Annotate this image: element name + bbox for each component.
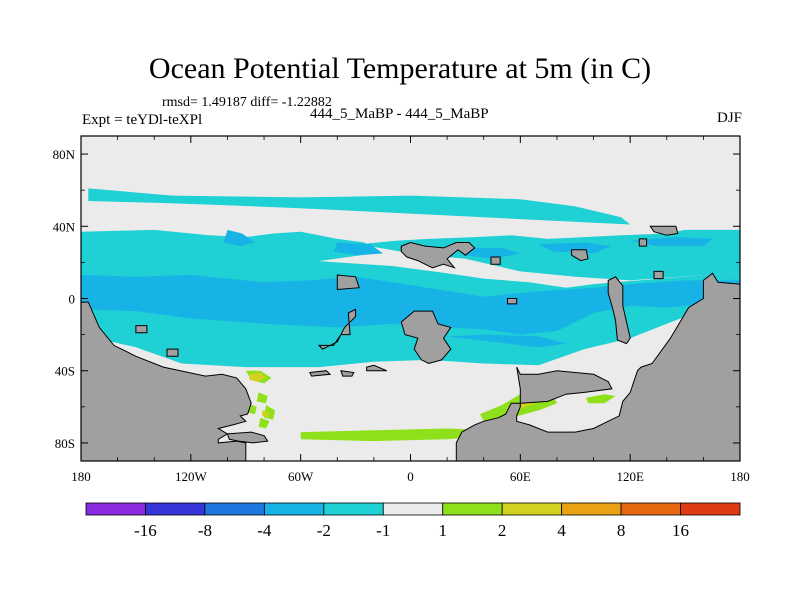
land-polygon-17 <box>166 348 179 357</box>
season-label: DJF <box>716 110 742 126</box>
colorbar-swatch <box>204 502 265 516</box>
land-polygon-2 <box>309 370 332 377</box>
experiment-label: Expt = teYDl-teXPl <box>82 112 203 128</box>
colorbar-swatch <box>263 502 325 516</box>
colorbar-swatch <box>323 502 384 516</box>
field-region-m2-0 <box>88 188 631 225</box>
land-polygon-12 <box>490 256 501 265</box>
colorbar-label: 1 <box>438 521 447 540</box>
field-region-m4-1 <box>223 229 255 247</box>
field-region-m4-2 <box>333 242 383 256</box>
axes: 180 120W 60W 0 60E 120E 180 80N 40N 0 40S 80S <box>53 136 750 484</box>
field-region-m2-1 <box>81 229 374 277</box>
field-region-1-7 <box>586 394 616 404</box>
colorbar-swatch <box>85 502 146 516</box>
field-region-m1-0 <box>260 428 268 436</box>
temperature-field <box>81 188 740 442</box>
stats-text: rmsd= 1.49187 diff= -1.22882 <box>162 95 332 110</box>
field-region-2-1 <box>262 410 270 418</box>
field-region-1-1 <box>256 392 268 404</box>
y-tick-label: 40N <box>53 219 76 234</box>
colorbar-label: -4 <box>257 521 272 540</box>
colorbar-label: -1 <box>376 521 390 540</box>
field-region-m4-6 <box>447 334 567 348</box>
land-mask <box>81 225 740 461</box>
land-polygon-1 <box>226 431 269 444</box>
land-polygon-8 <box>400 241 476 269</box>
field-region-2-0 <box>249 372 266 382</box>
land-polygon-3 <box>340 370 355 377</box>
land-polygon-13 <box>649 225 679 236</box>
x-tick-label: 180 <box>71 469 91 484</box>
colorbar-swatch <box>680 502 741 516</box>
field-region-m4-5 <box>630 237 713 247</box>
colorbar-swatch <box>382 502 444 516</box>
field-region-m4-7 <box>81 285 118 299</box>
colorbar-label: 16 <box>672 521 689 540</box>
x-tick-label: 60E <box>510 469 531 484</box>
land-polygon-16 <box>135 325 148 334</box>
land-polygon-11 <box>571 249 589 262</box>
x-tick-label: 180 <box>730 469 750 484</box>
y-tick-label: 40S <box>55 364 75 379</box>
field-region-m4-4 <box>538 242 612 254</box>
chart-title: Ocean Potential Temperature at 5m (in C) <box>148 52 652 85</box>
y-tick-label: 80S <box>55 436 75 451</box>
land-polygon-4 <box>366 364 387 372</box>
x-tick-label: 0 <box>407 469 414 484</box>
colorbar-label: 2 <box>498 521 507 540</box>
x-tick-label: 60W <box>288 469 314 484</box>
land-polygon-7 <box>400 310 452 365</box>
y-tick-label: 80N <box>53 147 76 162</box>
field-region-1-4 <box>258 417 270 429</box>
chart-subtitle: 444_5_MaBP - 444_5_MaBP <box>310 106 489 122</box>
colorbar-swatch <box>561 502 622 516</box>
colorbar-swatch <box>145 502 206 516</box>
x-tick-label: 120W <box>175 469 208 484</box>
land-polygon-10 <box>607 276 631 345</box>
colorbar-label: 4 <box>557 521 566 540</box>
land-polygon-6 <box>317 308 357 350</box>
field-region-m4-3 <box>461 247 521 259</box>
land-polygon-5 <box>336 274 360 291</box>
colorbar-label: -16 <box>134 521 157 540</box>
colorbar-label: -2 <box>317 521 331 540</box>
land-polygon-15 <box>653 270 664 280</box>
field-region-m4-0 <box>81 275 740 335</box>
x-tick-label: 120E <box>616 469 644 484</box>
y-tick-label: 0 <box>69 292 76 307</box>
colorbar-label: -8 <box>198 521 212 540</box>
colorbar-swatch <box>620 502 681 516</box>
land-polygon-14 <box>638 238 648 247</box>
colorbar: -16 -8 -4 -2 -1 1 2 4 8 16 <box>85 502 741 540</box>
colorbar-swatch <box>442 502 503 516</box>
colorbar-swatch <box>501 502 563 516</box>
land-polygon-18 <box>507 298 518 305</box>
land-polygon-9 <box>455 272 740 461</box>
colorbar-label: 8 <box>617 521 626 540</box>
